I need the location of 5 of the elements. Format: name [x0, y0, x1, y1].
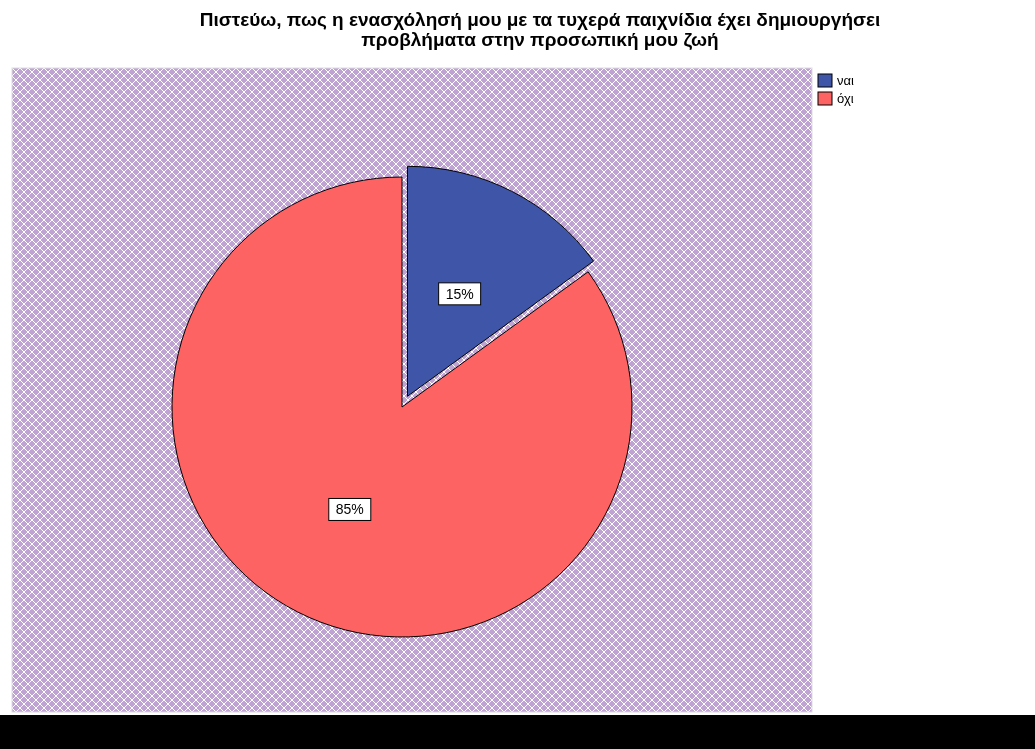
chart-title: Πιστεύω, πως η ενασχόλησή μου με τα τυχερά παιχνίδια έχει δημιουργήσει προβλήματα στην προσωπική μου ζωή — [199, 9, 881, 51]
data-label: 85% — [335, 501, 364, 518]
data-label: 15% — [445, 285, 474, 302]
legend-label: ναι — [837, 73, 855, 88]
legend-label: όχι — [837, 91, 854, 106]
